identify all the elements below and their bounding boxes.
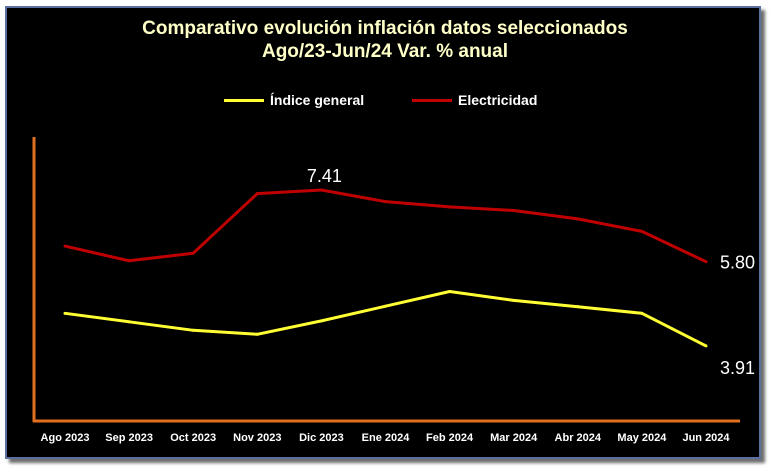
data-point-electricidad [704, 260, 708, 264]
data-point-indice-general [63, 311, 67, 315]
legend-item-electricidad: Electricidad [412, 90, 537, 110]
data-point-indice-general [191, 328, 195, 332]
data-point-indice-general [576, 305, 580, 309]
legend-label-electricidad: Electricidad [458, 92, 538, 108]
data-label: 5.80 [720, 253, 755, 273]
data-point-electricidad [63, 244, 67, 248]
x-tick-label: Feb 2024 [426, 432, 474, 444]
data-point-electricidad [512, 208, 516, 212]
x-tick-label: Ene 2024 [362, 432, 411, 444]
data-point-electricidad [127, 259, 131, 263]
data-point-indice-general [384, 304, 387, 308]
data-point-indice-general [255, 332, 259, 336]
data-point-indice-general [512, 298, 516, 302]
legend-item-indice-general: Índice general [224, 90, 364, 110]
series-line-indice-general [64, 290, 707, 348]
data-point-electricidad [576, 217, 580, 221]
data-point-indice-general [127, 320, 131, 324]
chart-title-line2: Ago/23-Jun/24 Var. % anual [261, 41, 509, 62]
x-tick-label: May 2024 [617, 432, 667, 444]
x-tick-label: Oct 2023 [170, 432, 216, 444]
data-point-electricidad [319, 188, 323, 192]
chart-title-line1: Comparativo evolución inflación datos se… [142, 18, 628, 39]
x-tick-label: Sep 2023 [105, 432, 153, 444]
x-tick-label: Abr 2024 [555, 432, 602, 444]
data-point-electricidad [384, 200, 387, 204]
data-point-electricidad [448, 205, 452, 209]
data-point-electricidad [640, 229, 644, 233]
data-point-electricidad [191, 251, 195, 255]
legend-label-indice-general: Índice general [270, 92, 365, 108]
data-label: 3.91 [720, 358, 755, 378]
chart-title: Comparativo evolución inflación datos se… [0, 17, 770, 63]
data-point-indice-general [640, 311, 644, 315]
chart-legend: Índice general Electricidad [0, 90, 770, 110]
x-tick-label: Jun 2024 [682, 432, 730, 444]
data-point-indice-general [704, 344, 708, 348]
x-tick-label: Mar 2024 [490, 432, 538, 444]
legend-swatch-indice-general [224, 98, 264, 102]
x-tick-label: Nov 2023 [233, 432, 281, 444]
data-point-electricidad [255, 192, 259, 196]
data-label: 7.41 [307, 166, 342, 186]
chart-frame [5, 6, 761, 459]
x-tick-label: Ago 2023 [41, 432, 90, 444]
data-point-indice-general [319, 319, 323, 323]
legend-swatch-electricidad [412, 98, 452, 102]
data-point-indice-general [448, 290, 452, 294]
x-tick-label: Dic 2023 [299, 432, 344, 444]
